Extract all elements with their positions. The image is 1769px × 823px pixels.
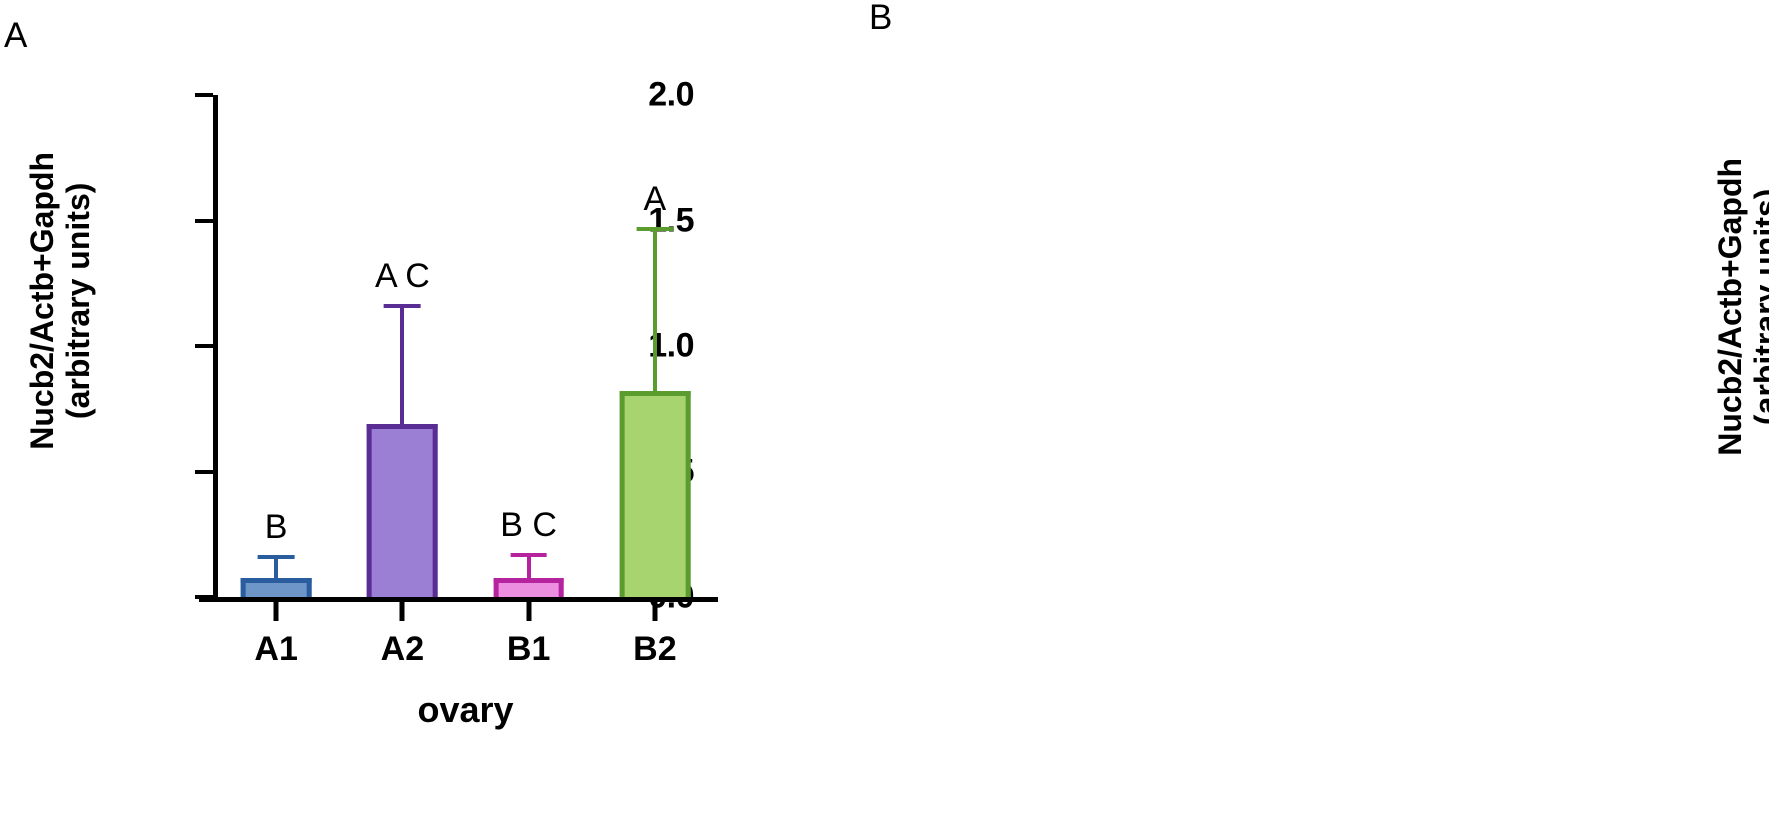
panel-a-bar-a2[interactable]: [367, 423, 438, 597]
panel-a-error-cap-a1: [257, 555, 295, 560]
panel-a-x-tick-label-b1: B1: [506, 630, 551, 668]
panel-b-letter: B: [869, 0, 893, 37]
panel-a-y-axis-title: Nucb2/Actb+Gapdh (arbitrary units): [24, 121, 97, 481]
panel-a-error-cap-b1: [510, 552, 547, 557]
panel-a-y-tick: [195, 469, 213, 474]
panel-a-x-tick-label-a2: A2: [380, 630, 425, 668]
panel-b-y-axis-title: Nucb2/Actb+Gapdh (arbitrary units): [1712, 127, 1769, 487]
panel-a-significance-label-a1: B: [264, 508, 288, 547]
panel-a-letter: A: [4, 16, 28, 55]
panel-a-y-tick: [195, 218, 213, 223]
panel-b-y-axis-title-line1: Nucb2/Actb+Gapdh: [1712, 157, 1749, 456]
panel-a-y-axis-title-line2: (arbitrary units): [60, 182, 96, 420]
panel-a-y-axis-title-line1: Nucb2/Actb+Gapdh: [24, 151, 61, 450]
panel-a-y-tick-label: 2.0: [648, 75, 694, 114]
panel-a-error-bar-a1: [274, 559, 279, 579]
panel-a-significance-label-b2: A: [643, 179, 667, 218]
panel-a-error-bar-a2: [400, 308, 405, 424]
panel-a-y-tick: [195, 344, 213, 348]
panel-a-y-axis-line: [213, 95, 218, 597]
panel-a-error-bar-b2: [652, 230, 657, 392]
panel-a-x-axis-title: ovary: [417, 689, 514, 730]
panel-b-y-axis-title-line2: (arbitrary units): [1748, 188, 1769, 426]
panel-a-significance-label-b1: B C: [500, 505, 557, 544]
panel-a-bar-a1[interactable]: [240, 578, 312, 597]
panel-a-y-tick: [195, 93, 213, 97]
panel-a-x-axis-line: [199, 597, 718, 602]
panel-a-plot-area: Nucb2/Actb+Gapdh (arbitrary units) ovary…: [24, 76, 718, 730]
panel-a-significance-label-a2: A C: [374, 257, 430, 296]
panel-a-error-cap-b2: [636, 226, 674, 231]
panel-a-bar-b1[interactable]: [493, 578, 564, 597]
panel-a-x-tick: [399, 601, 405, 621]
panel-a-x-tick-label-b2: B2: [633, 630, 677, 668]
panel-a-x-tick: [526, 601, 532, 621]
panel-a-x-tick: [273, 601, 279, 621]
panel-a-x-tick: [652, 601, 658, 621]
panel-a-bar-b2[interactable]: [619, 391, 691, 597]
panel-a-error-bar-b1: [526, 556, 531, 579]
panel-a-x-tick-label-a1: A1: [254, 630, 298, 668]
panel-a: A Nucb2/Actb+Gapdh (arbitrary units) ova…: [0, 0, 860, 823]
panel-b: B Nucb2/Actb+Gapdh (arbitrary units) ute…: [855, 0, 1769, 823]
panel-a-error-cap-a2: [384, 304, 421, 309]
panel-a-y-tick: [195, 595, 213, 599]
